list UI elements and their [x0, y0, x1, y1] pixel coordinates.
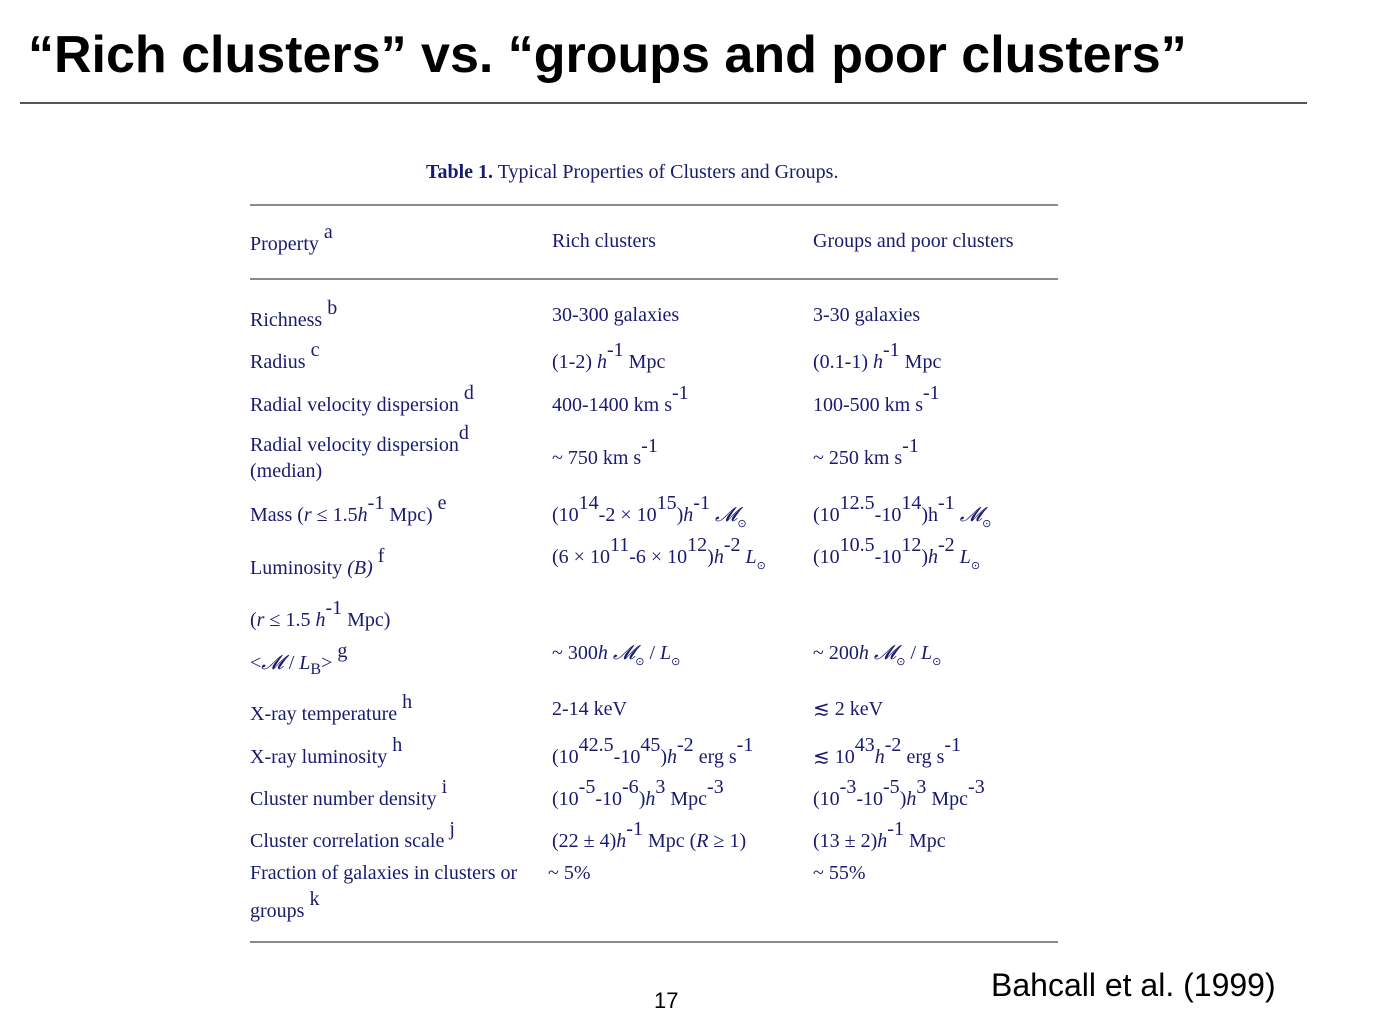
row-luminosity-label: Luminosity (B) f	[250, 545, 385, 579]
header-groups: Groups and poor clusters	[813, 230, 1014, 252]
row-richness-note: b	[327, 297, 338, 320]
row-mass-rich: (1014-2 × 1015)h-1 𝓜⊙	[552, 492, 747, 530]
row-velocity-median-groups: ~ 250 km s-1	[813, 435, 919, 469]
row-xray-temp-label: X-ray temperature h	[250, 692, 412, 726]
row-richness-groups: 3-30 galaxies	[813, 304, 921, 326]
table-top-rule	[250, 204, 1058, 206]
row-xray-lum-note: h	[392, 734, 403, 757]
row-radius-label: Radius c	[250, 340, 319, 374]
row-ml-rich: ~ 300h 𝓜⊙ / L⊙	[552, 642, 681, 668]
page-number: 17	[654, 988, 679, 1013]
citation: Bahcall et al. (1999)	[991, 967, 1276, 1003]
row-ml-label: <𝓜 / LB> g	[250, 640, 348, 678]
row-fraction-label: Fraction of galaxies in clusters or	[250, 862, 518, 884]
table-header-rule	[250, 278, 1058, 280]
table-caption-label: Table 1.	[426, 161, 494, 183]
row-ml-note: g	[337, 640, 348, 663]
table-bottom-rule	[250, 941, 1058, 943]
row-density-note: i	[441, 776, 448, 799]
row-fraction-label2: groups k	[250, 889, 319, 923]
header-property-label: Property	[250, 233, 319, 255]
slide-title: “Rich clusters” vs. “groups and poor clu…	[28, 26, 1187, 84]
row-correlation-groups: (13 ± 2)h-1 Mpc	[813, 818, 946, 852]
row-correlation-label: Cluster correlation scale j	[250, 819, 455, 853]
table-caption-text: Typical Properties of Clusters and Group…	[497, 161, 839, 183]
row-velocity-label: Radial velocity dispersion d	[250, 383, 474, 417]
row-correlation-text: Cluster correlation scale	[250, 830, 445, 852]
table-caption: Table 1. Typical Properties of Clusters …	[426, 161, 838, 184]
row-correlation-note: j	[449, 818, 455, 841]
row-density-rich: (10-5-10-6)h3 Mpc-3	[552, 776, 724, 810]
row-luminosity-note: f	[377, 545, 385, 568]
row-velocity-note: d	[463, 382, 474, 405]
row-density-text: Cluster number density	[250, 788, 437, 810]
row-velocity-median-label2: (median)	[250, 460, 323, 482]
row-xray-lum-groups: ≲ 1043h-2 erg s-1	[813, 734, 962, 768]
row-radius-groups: (0.1-1) h-1 Mpc	[813, 339, 942, 373]
header-rich-clusters: Rich clusters	[552, 230, 656, 252]
row-velocity-rich: 400-1400 km s-1	[552, 382, 689, 416]
header-property: Property a	[250, 222, 333, 256]
row-xray-temp-rich: 2-14 keV	[552, 698, 627, 720]
row-xray-lum-text: X-ray luminosity	[250, 746, 388, 768]
row-density-groups: (10-3-10-5)h3 Mpc-3	[813, 776, 985, 810]
header-property-note: a	[323, 221, 333, 244]
row-xray-temp-text: X-ray temperature	[250, 703, 398, 725]
row-radius-note: c	[310, 339, 320, 362]
row-velocity-median-note: d	[458, 422, 469, 445]
row-richness-rich: 30-300 galaxies	[552, 304, 680, 326]
row-fraction-rich: ~ 5%	[548, 862, 591, 884]
row-velocity-median-label: Radial velocity dispersiond	[250, 423, 469, 457]
row-velocity-median-rich: ~ 750 km s-1	[552, 435, 658, 469]
row-luminosity-rich: (6 × 1011-6 × 1012)h-2 L⊙	[552, 534, 766, 572]
row-mass-label: Mass (r ≤ 1.5h-1 Mpc) e	[250, 492, 447, 526]
row-velocity-median-text: Radial velocity dispersion	[250, 434, 459, 456]
row-velocity-groups: 100-500 km s-1	[813, 382, 940, 416]
row-mass-groups: (1012.5-1014)h-1 𝓜⊙	[813, 492, 992, 530]
row-xray-temp-note: h	[402, 691, 413, 714]
row-richness-text: Richness	[250, 309, 323, 331]
row-mass-note: e	[437, 492, 447, 515]
row-xray-lum-label: X-ray luminosity h	[250, 735, 402, 769]
row-ml-groups: ~ 200h 𝓜⊙ / L⊙	[813, 642, 942, 668]
row-radius-rich: (1-2) h-1 Mpc	[552, 339, 666, 373]
row-density-label: Cluster number density i	[250, 777, 447, 811]
row-luminosity-text: Luminosity	[250, 557, 343, 579]
row-xray-temp-groups: ≲ 2 keV	[813, 698, 884, 720]
row-luminosity-radius: (r ≤ 1.5 h-1 Mpc)	[250, 597, 391, 631]
row-luminosity-groups: (1010.5-1012)h-2 L⊙	[813, 534, 981, 572]
row-richness-label: Richness b	[250, 298, 337, 332]
row-fraction-text2: groups	[250, 900, 305, 922]
row-fraction-groups: ~ 55%	[813, 862, 866, 884]
row-radius-text: Radius	[250, 351, 306, 373]
row-velocity-text: Radial velocity dispersion	[250, 394, 459, 416]
row-fraction-note: k	[309, 888, 320, 911]
row-xray-lum-rich: (1042.5-1045)h-2 erg s-1	[552, 734, 754, 768]
row-correlation-rich: (22 ± 4)h-1 Mpc (R ≥ 1)	[552, 818, 747, 852]
title-divider	[20, 102, 1307, 104]
